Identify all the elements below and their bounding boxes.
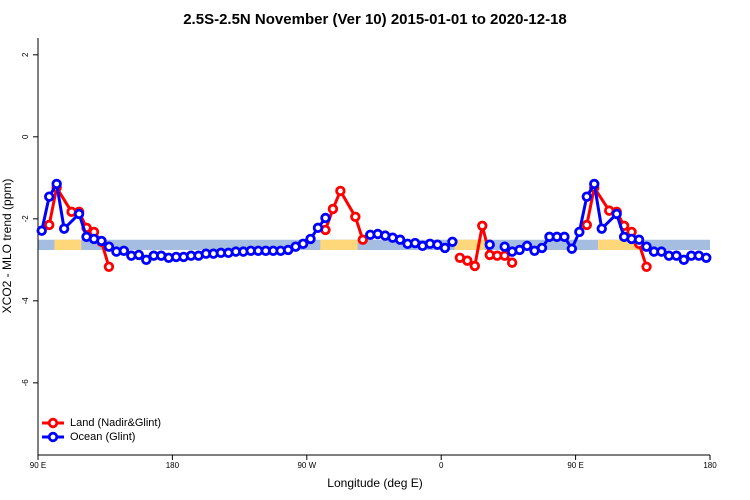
data-point [589, 178, 600, 190]
data-point [499, 250, 510, 261]
y-tick-label: -6 [21, 379, 30, 387]
data-point [439, 242, 451, 254]
x-tick-label: 180 [166, 461, 180, 470]
data-point [44, 191, 55, 202]
land-band-segment [320, 239, 358, 250]
data-point [96, 235, 107, 247]
y-tick-label: -4 [21, 297, 30, 305]
data-point [641, 261, 652, 272]
y-tick-label: 0 [21, 134, 30, 139]
data-point [118, 245, 130, 257]
data-point [477, 220, 488, 231]
data-point [447, 236, 458, 247]
data-point [536, 242, 548, 254]
data-point [701, 252, 712, 263]
data-point [394, 234, 406, 245]
x-tick-label: 0 [439, 461, 444, 470]
x-tick-label: 90 E [567, 461, 583, 470]
data-point [581, 191, 592, 202]
data-point [133, 249, 144, 261]
legend-label: Land (Nadir&Glint) [70, 417, 161, 429]
data-point [514, 244, 525, 256]
data-point [103, 241, 115, 252]
land-band-segment [454, 239, 485, 250]
x-tick-label: 90 W [297, 461, 316, 470]
data-point [357, 234, 368, 245]
data-point [335, 185, 346, 197]
land-band-segment [54, 239, 82, 250]
data-point [611, 208, 622, 220]
data-point [312, 222, 324, 234]
data-point [305, 233, 316, 245]
data-point [297, 238, 309, 250]
data-point [484, 239, 495, 250]
chart-title: 2.5S-2.5N November (Ver 10) 2015-01-01 t… [183, 11, 567, 28]
x-axis-label: Longitude (deg E) [327, 476, 422, 490]
data-point [327, 203, 339, 215]
data-point [350, 211, 361, 222]
reference-band [38, 239, 710, 250]
data-point [581, 219, 592, 231]
data-point [671, 250, 682, 261]
data-point [678, 254, 690, 266]
data-point [521, 240, 533, 252]
y-tick-label: 2 [21, 52, 30, 57]
data-point [73, 208, 85, 220]
data-point [499, 241, 510, 252]
data-point [462, 255, 473, 266]
x-tick-label: 90 E [30, 461, 46, 470]
data-point [574, 226, 585, 238]
data-point [656, 246, 667, 257]
data-point [141, 254, 152, 266]
data-point [320, 212, 331, 224]
data-point [566, 243, 578, 254]
data-point [44, 219, 55, 231]
y-tick-label: -2 [21, 215, 30, 223]
data-point [506, 257, 518, 268]
y-axis-label: XCO2 - MLO trend (ppm) [0, 179, 14, 314]
data-point [559, 231, 570, 243]
data-point [58, 223, 70, 234]
land-band-segment [598, 239, 640, 250]
data-point [103, 261, 115, 272]
data-point [641, 241, 652, 252]
x-tick-label: 180 [703, 461, 717, 470]
legend-marker [47, 417, 59, 429]
legend-marker [47, 431, 59, 443]
legend-label: Ocean (Glint) [70, 431, 135, 443]
data-point [51, 178, 62, 190]
data-point [36, 225, 47, 236]
data-point [633, 234, 645, 245]
data-point [596, 223, 607, 234]
data-point [469, 260, 480, 272]
